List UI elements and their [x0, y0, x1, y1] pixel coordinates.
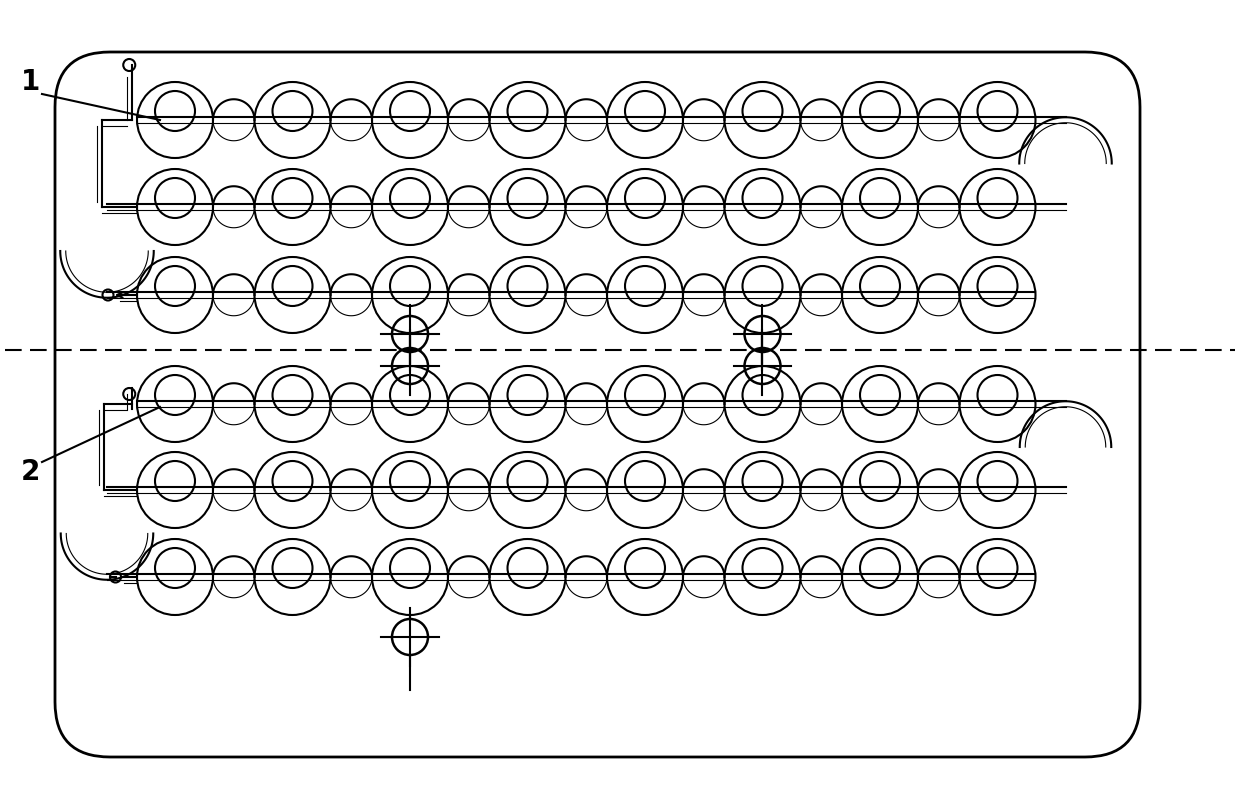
Text: 2: 2: [20, 458, 40, 486]
FancyBboxPatch shape: [55, 52, 1140, 757]
Text: 1: 1: [20, 68, 40, 96]
